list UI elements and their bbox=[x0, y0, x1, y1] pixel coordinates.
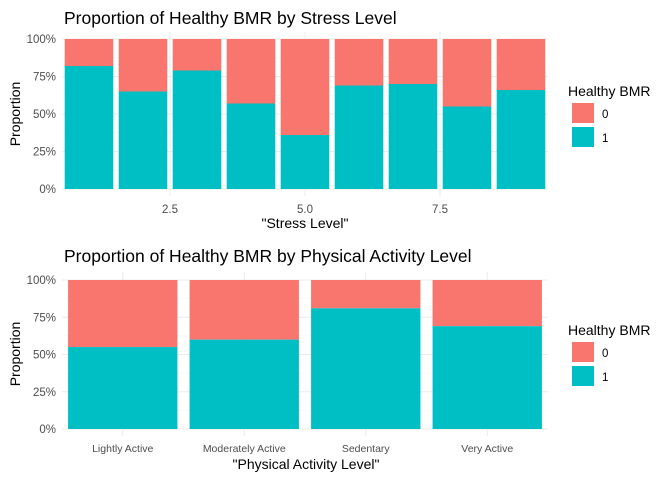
bar-healthy-0 bbox=[64, 39, 114, 66]
legend-swatch-0 bbox=[572, 342, 594, 362]
legend-label-0: 0 bbox=[602, 109, 608, 121]
bar-healthy-1 bbox=[172, 70, 222, 189]
chart-title: Proportion of Healthy BMR by Stress Leve… bbox=[64, 8, 397, 28]
y-tick-label: 25% bbox=[33, 147, 56, 159]
legend: Healthy BMR 0 1 bbox=[568, 83, 650, 147]
y-axis-title: Proportion bbox=[7, 82, 23, 147]
bar-healthy-1 bbox=[334, 85, 384, 189]
x-tick-label: 5.0 bbox=[297, 204, 313, 216]
bar-healthy-0 bbox=[432, 280, 542, 327]
y-tick-label: 50% bbox=[33, 109, 56, 121]
x-tick-label: Very Active bbox=[461, 443, 513, 455]
y-tick-label: 75% bbox=[33, 312, 56, 324]
bar-healthy-0 bbox=[496, 39, 546, 90]
bar-healthy-0 bbox=[118, 39, 168, 92]
bar-healthy-1 bbox=[118, 91, 168, 189]
chart-stress: Proportion of Healthy BMR by Stress Leve… bbox=[7, 8, 650, 231]
y-axis-title: Proportion bbox=[7, 322, 23, 387]
bar-healthy-1 bbox=[68, 347, 178, 429]
bars bbox=[64, 39, 546, 189]
bar-healthy-1 bbox=[311, 308, 421, 429]
bar-healthy-0 bbox=[68, 280, 178, 348]
legend-label-1: 1 bbox=[602, 372, 608, 384]
y-tick-labels: 0% 25% 50% 75% 100% bbox=[27, 275, 56, 436]
bar-healthy-1 bbox=[189, 339, 299, 429]
y-tick-label: 0% bbox=[39, 184, 56, 196]
y-tick-label: 50% bbox=[33, 350, 56, 362]
y-tick-label: 0% bbox=[39, 424, 56, 436]
bar-healthy-1 bbox=[64, 66, 114, 189]
bar-healthy-0 bbox=[388, 39, 438, 84]
y-tick-label: 100% bbox=[27, 34, 56, 46]
bar-healthy-0 bbox=[334, 39, 384, 86]
y-tick-label: 75% bbox=[33, 72, 56, 84]
bar-healthy-1 bbox=[442, 106, 492, 189]
bar-healthy-0 bbox=[311, 280, 421, 309]
bar-healthy-0 bbox=[172, 39, 222, 71]
legend-label-0: 0 bbox=[602, 348, 608, 360]
x-tick-label: Sedentary bbox=[342, 443, 391, 455]
legend: Healthy BMR 0 1 bbox=[568, 322, 650, 386]
chart-title: Proportion of Healthy BMR by Physical Ac… bbox=[64, 246, 472, 266]
y-tick-label: 100% bbox=[27, 275, 56, 287]
y-tick-label: 25% bbox=[33, 387, 56, 399]
legend-title: Healthy BMR bbox=[568, 83, 650, 99]
legend-swatch-1 bbox=[572, 127, 594, 147]
x-tick-label: 7.5 bbox=[432, 204, 448, 216]
bar-healthy-0 bbox=[442, 39, 492, 107]
chart-activity: Proportion of Healthy BMR by Physical Ac… bbox=[7, 246, 650, 472]
bar-healthy-0 bbox=[226, 39, 276, 104]
x-tick-label: Lightly Active bbox=[92, 443, 153, 455]
legend-swatch-1 bbox=[572, 366, 594, 386]
bar-healthy-1 bbox=[496, 90, 546, 189]
x-tick-labels: 2.5 5.0 7.5 bbox=[162, 204, 448, 216]
bar-healthy-0 bbox=[280, 39, 330, 135]
y-tick-labels: 0% 25% 50% 75% 100% bbox=[27, 34, 56, 196]
bar-healthy-1 bbox=[388, 84, 438, 189]
x-tick-label: Moderately Active bbox=[203, 443, 286, 455]
legend-label-1: 1 bbox=[602, 133, 608, 145]
bar-healthy-1 bbox=[280, 135, 330, 189]
x-tick-label: 2.5 bbox=[162, 204, 178, 216]
bars bbox=[68, 280, 542, 429]
bar-healthy-0 bbox=[189, 280, 299, 340]
legend-swatch-0 bbox=[572, 103, 594, 123]
bar-healthy-1 bbox=[226, 103, 276, 189]
x-axis-title: "Physical Activity Level" bbox=[233, 456, 380, 472]
x-tick-labels: Lightly Active Moderately Active Sedentary… bbox=[92, 443, 513, 455]
x-axis-title: "Stress Level" bbox=[262, 215, 349, 231]
bar-healthy-1 bbox=[432, 326, 542, 429]
legend-title: Healthy BMR bbox=[568, 322, 650, 338]
